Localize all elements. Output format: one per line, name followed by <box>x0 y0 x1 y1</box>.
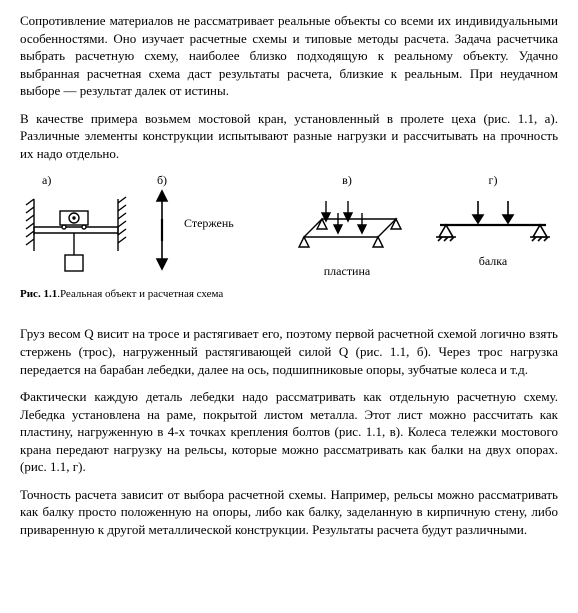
figure-a: а) <box>20 172 130 280</box>
paragraph-load-q: Груз весом Q висит на тросе и растягивае… <box>20 325 558 378</box>
paragraph-accuracy: Точность расчета зависит от выбора расче… <box>20 486 558 539</box>
figure-g-caption: балка <box>479 253 508 269</box>
figure-v-svg <box>282 191 412 261</box>
figure-row: а) <box>20 172 558 280</box>
figure-b: б) Стержень <box>146 172 266 274</box>
paragraph-intro: Сопротивление материалов не рассматривае… <box>20 12 558 100</box>
figure-v: в) пластина <box>282 172 412 278</box>
figure-a-svg <box>20 191 130 281</box>
figure-b-svg <box>146 189 178 275</box>
figure-caption: Рис. 1.1.Реальная объект и расчетная схе… <box>20 287 558 302</box>
figure-g-label: г) <box>489 172 498 188</box>
figure-b-caption: Стержень <box>184 215 234 231</box>
figure-g-svg <box>428 191 558 251</box>
figure-b-label: б) <box>157 172 167 188</box>
paragraph-example: В качестве примера возьмем мостовой кран… <box>20 110 558 163</box>
figure-g: г) балка <box>428 172 558 268</box>
figure-caption-number: Рис. 1.1 <box>20 288 57 300</box>
figure-v-caption: пластина <box>324 263 370 279</box>
figure-v-label: в) <box>342 172 352 188</box>
figure-caption-text: .Реальная объект и расчетная схема <box>57 288 223 300</box>
figure-a-label: а) <box>42 172 51 188</box>
paragraph-details: Фактически каждую деталь лебедки надо ра… <box>20 388 558 476</box>
